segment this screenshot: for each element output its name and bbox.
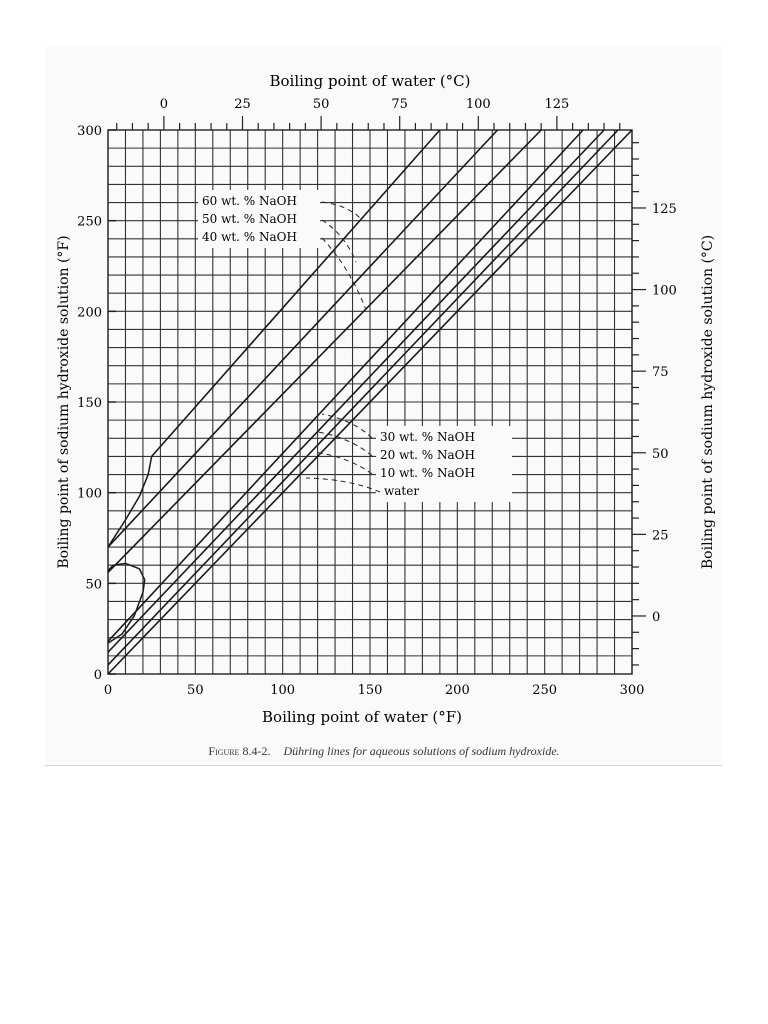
duhring-line <box>107 129 619 666</box>
x-tick-label: 50 <box>187 683 204 698</box>
y2-tick-label: 50 <box>652 447 669 462</box>
legend-10: 10 wt. % NaOH <box>380 466 475 480</box>
y2-tick-label: 100 <box>652 284 677 299</box>
y-tick-label: 200 <box>77 305 102 320</box>
legend-upper-bg <box>198 190 320 248</box>
legend-60: 60 wt. % NaOH <box>202 194 297 208</box>
duhring-line <box>107 129 633 675</box>
right-axis-title: Boiling point of sodium hydroxide soluti… <box>700 235 716 569</box>
legend-water: water <box>384 484 419 498</box>
y2-tick-label: 25 <box>652 528 669 543</box>
x2-tick-label: 75 <box>391 97 408 112</box>
y2-tick-label: 125 <box>652 202 677 217</box>
x2-tick-label: 125 <box>544 97 569 112</box>
legend-40: 40 wt. % NaOH <box>202 230 297 244</box>
x2-tick-label: 0 <box>160 97 168 112</box>
chart-series <box>107 129 633 675</box>
legend-lower-bg <box>376 426 512 502</box>
figure-label: Figure 8.4-2. <box>208 744 271 758</box>
top-axis-title: Boiling point of water (°C) <box>269 72 470 90</box>
y-tick-label: 100 <box>77 487 102 502</box>
solubility-curve <box>107 456 153 548</box>
x-tick-label: 100 <box>270 683 295 698</box>
duhring-line <box>107 129 584 642</box>
leader-arrow <box>321 201 363 221</box>
duhring-line <box>107 129 542 574</box>
leader-arrow <box>321 237 367 311</box>
leader-arrow <box>321 413 373 439</box>
legend-30: 30 wt. % NaOH <box>380 430 475 444</box>
legend-50: 50 wt. % NaOH <box>202 212 297 226</box>
solubility-curve <box>107 562 146 644</box>
x2-tick-label: 25 <box>234 97 251 112</box>
figure-caption: Figure 8.4-2. Dühring lines for aqueous … <box>0 744 768 759</box>
duhring-line <box>107 129 499 548</box>
x-tick-label: 250 <box>532 683 557 698</box>
x2-tick-label: 100 <box>466 97 491 112</box>
x-tick-label: 150 <box>358 683 383 698</box>
y-tick-label: 300 <box>77 124 102 139</box>
duhring-line <box>151 129 441 457</box>
leader-arrow <box>317 431 373 457</box>
leader-arrow <box>313 451 373 475</box>
y-tick-label: 50 <box>85 577 102 592</box>
y2-tick-label: 75 <box>652 365 669 380</box>
legend-20: 20 wt. % NaOH <box>380 448 475 462</box>
y-tick-label: 150 <box>77 396 102 411</box>
left-axis-title: Boiling point of sodium hydroxide soluti… <box>56 235 72 568</box>
y-tick-label: 0 <box>94 668 102 683</box>
x-tick-label: 0 <box>104 683 112 698</box>
y-tick-label: 250 <box>77 215 102 230</box>
x2-tick-label: 50 <box>313 97 330 112</box>
leader-arrow <box>321 219 357 263</box>
legend-leader-arrows <box>305 201 381 493</box>
x-tick-label: 300 <box>620 683 645 698</box>
y2-tick-label: 0 <box>652 610 660 625</box>
bottom-axis-title: Boiling point of water (°F) <box>262 708 462 726</box>
x-tick-label: 200 <box>445 683 470 698</box>
duhring-line <box>107 129 605 653</box>
figure-description: Dühring lines for aqueous solutions of s… <box>283 744 560 758</box>
